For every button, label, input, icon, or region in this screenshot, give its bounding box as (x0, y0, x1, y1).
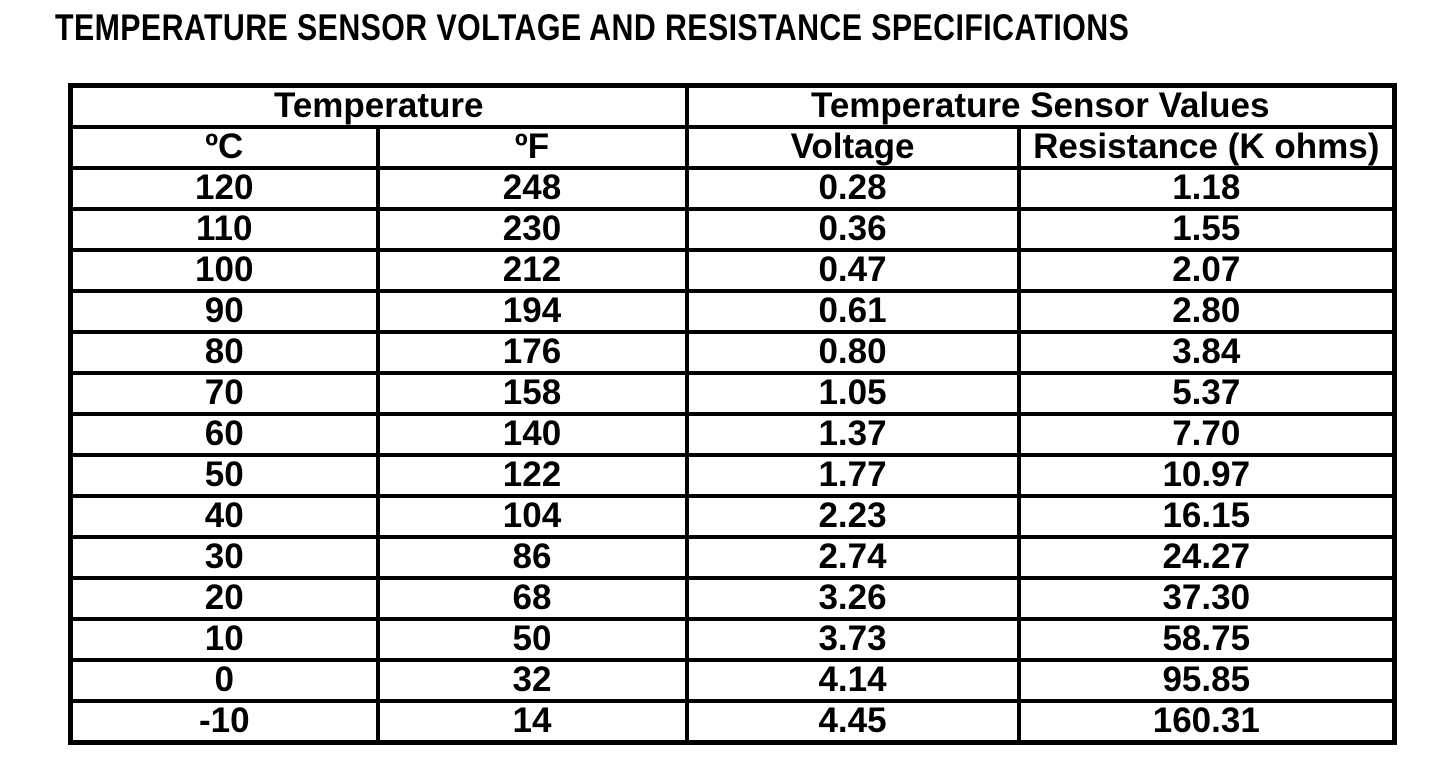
cell-voltage: 0.61 (684, 289, 1021, 334)
cell-voltage: 4.14 (684, 658, 1021, 703)
cell-voltage: 2.23 (684, 494, 1021, 539)
cell-voltage: 3.26 (684, 576, 1021, 621)
cell-resistance: 5.37 (1016, 371, 1397, 416)
cell-resistance: 16.15 (1016, 494, 1397, 539)
group-header-sensor-values: Temperature Sensor Values (684, 83, 1397, 129)
cell-fahrenheit: 86 (375, 535, 689, 580)
cell-voltage: 1.05 (684, 371, 1021, 416)
cell-fahrenheit: 140 (375, 412, 689, 457)
group-header-temperature: Temperature (68, 83, 689, 129)
cell-resistance: 3.84 (1016, 330, 1397, 375)
cell-celsius: 70 (68, 371, 380, 416)
cell-voltage: 0.47 (684, 248, 1021, 293)
cell-voltage: 0.28 (684, 166, 1021, 211)
table-row: 10 50 3.73 58.75 (68, 617, 1397, 662)
column-header-row: ºC ºF Voltage Resistance (K ohms) (68, 125, 1397, 170)
table-row: 40 104 2.23 16.15 (68, 494, 1397, 539)
cell-celsius: 40 (68, 494, 380, 539)
table-row: 70 158 1.05 5.37 (68, 371, 1397, 416)
cell-voltage: 2.74 (684, 535, 1021, 580)
cell-resistance: 58.75 (1016, 617, 1397, 662)
cell-voltage: 4.45 (684, 699, 1021, 745)
table-row: 90 194 0.61 2.80 (68, 289, 1397, 334)
cell-resistance: 160.31 (1016, 699, 1397, 745)
spec-table: Temperature Temperature Sensor Values ºC… (68, 83, 1398, 745)
cell-resistance: 7.70 (1016, 412, 1397, 457)
cell-fahrenheit: 68 (375, 576, 689, 621)
cell-celsius: 10 (68, 617, 380, 662)
column-header-resistance: Resistance (K ohms) (1016, 125, 1397, 170)
cell-resistance: 95.85 (1016, 658, 1397, 703)
cell-celsius: 110 (68, 207, 380, 252)
table-row: 20 68 3.26 37.30 (68, 576, 1397, 621)
cell-fahrenheit: 104 (375, 494, 689, 539)
cell-resistance: 2.07 (1016, 248, 1397, 293)
spec-table-body: 120 248 0.28 1.18 110 230 0.36 1.55 100 212 0.47 2.… (68, 166, 1397, 745)
cell-celsius: 20 (68, 576, 380, 621)
column-header-fahrenheit: ºF (375, 125, 689, 170)
cell-celsius: 60 (68, 412, 380, 457)
cell-voltage: 1.77 (684, 453, 1021, 498)
cell-fahrenheit: 230 (375, 207, 689, 252)
table-row: -10 14 4.45 160.31 (68, 699, 1397, 745)
cell-resistance: 10.97 (1016, 453, 1397, 498)
cell-celsius: 30 (68, 535, 380, 580)
cell-celsius: 120 (68, 166, 380, 211)
cell-resistance: 1.55 (1016, 207, 1397, 252)
table-row: 110 230 0.36 1.55 (68, 207, 1397, 252)
cell-fahrenheit: 158 (375, 371, 689, 416)
cell-fahrenheit: 176 (375, 330, 689, 375)
cell-celsius: 100 (68, 248, 380, 293)
cell-fahrenheit: 212 (375, 248, 689, 293)
cell-fahrenheit: 122 (375, 453, 689, 498)
table-row: 0 32 4.14 95.85 (68, 658, 1397, 703)
cell-voltage: 1.37 (684, 412, 1021, 457)
table-row: 30 86 2.74 24.27 (68, 535, 1397, 580)
cell-fahrenheit: 248 (375, 166, 689, 211)
cell-celsius: -10 (68, 699, 380, 745)
column-header-voltage: Voltage (684, 125, 1021, 170)
cell-resistance: 24.27 (1016, 535, 1397, 580)
cell-celsius: 80 (68, 330, 380, 375)
cell-celsius: 0 (68, 658, 380, 703)
column-header-celsius: ºC (68, 125, 380, 170)
table-row: 120 248 0.28 1.18 (68, 166, 1397, 211)
table-row: 50 122 1.77 10.97 (68, 453, 1397, 498)
table-row: 60 140 1.37 7.70 (68, 412, 1397, 457)
page-title: TEMPERATURE SENSOR VOLTAGE AND RESISTANC… (55, 7, 1130, 48)
cell-fahrenheit: 32 (375, 658, 689, 703)
cell-resistance: 2.80 (1016, 289, 1397, 334)
cell-voltage: 0.80 (684, 330, 1021, 375)
cell-voltage: 0.36 (684, 207, 1021, 252)
cell-celsius: 90 (68, 289, 380, 334)
group-header-row: Temperature Temperature Sensor Values (68, 83, 1397, 129)
table-row: 80 176 0.80 3.84 (68, 330, 1397, 375)
cell-resistance: 37.30 (1016, 576, 1397, 621)
table-row: 100 212 0.47 2.07 (68, 248, 1397, 293)
cell-fahrenheit: 194 (375, 289, 689, 334)
cell-resistance: 1.18 (1016, 166, 1397, 211)
cell-celsius: 50 (68, 453, 380, 498)
cell-fahrenheit: 14 (375, 699, 689, 745)
cell-fahrenheit: 50 (375, 617, 689, 662)
cell-voltage: 3.73 (684, 617, 1021, 662)
